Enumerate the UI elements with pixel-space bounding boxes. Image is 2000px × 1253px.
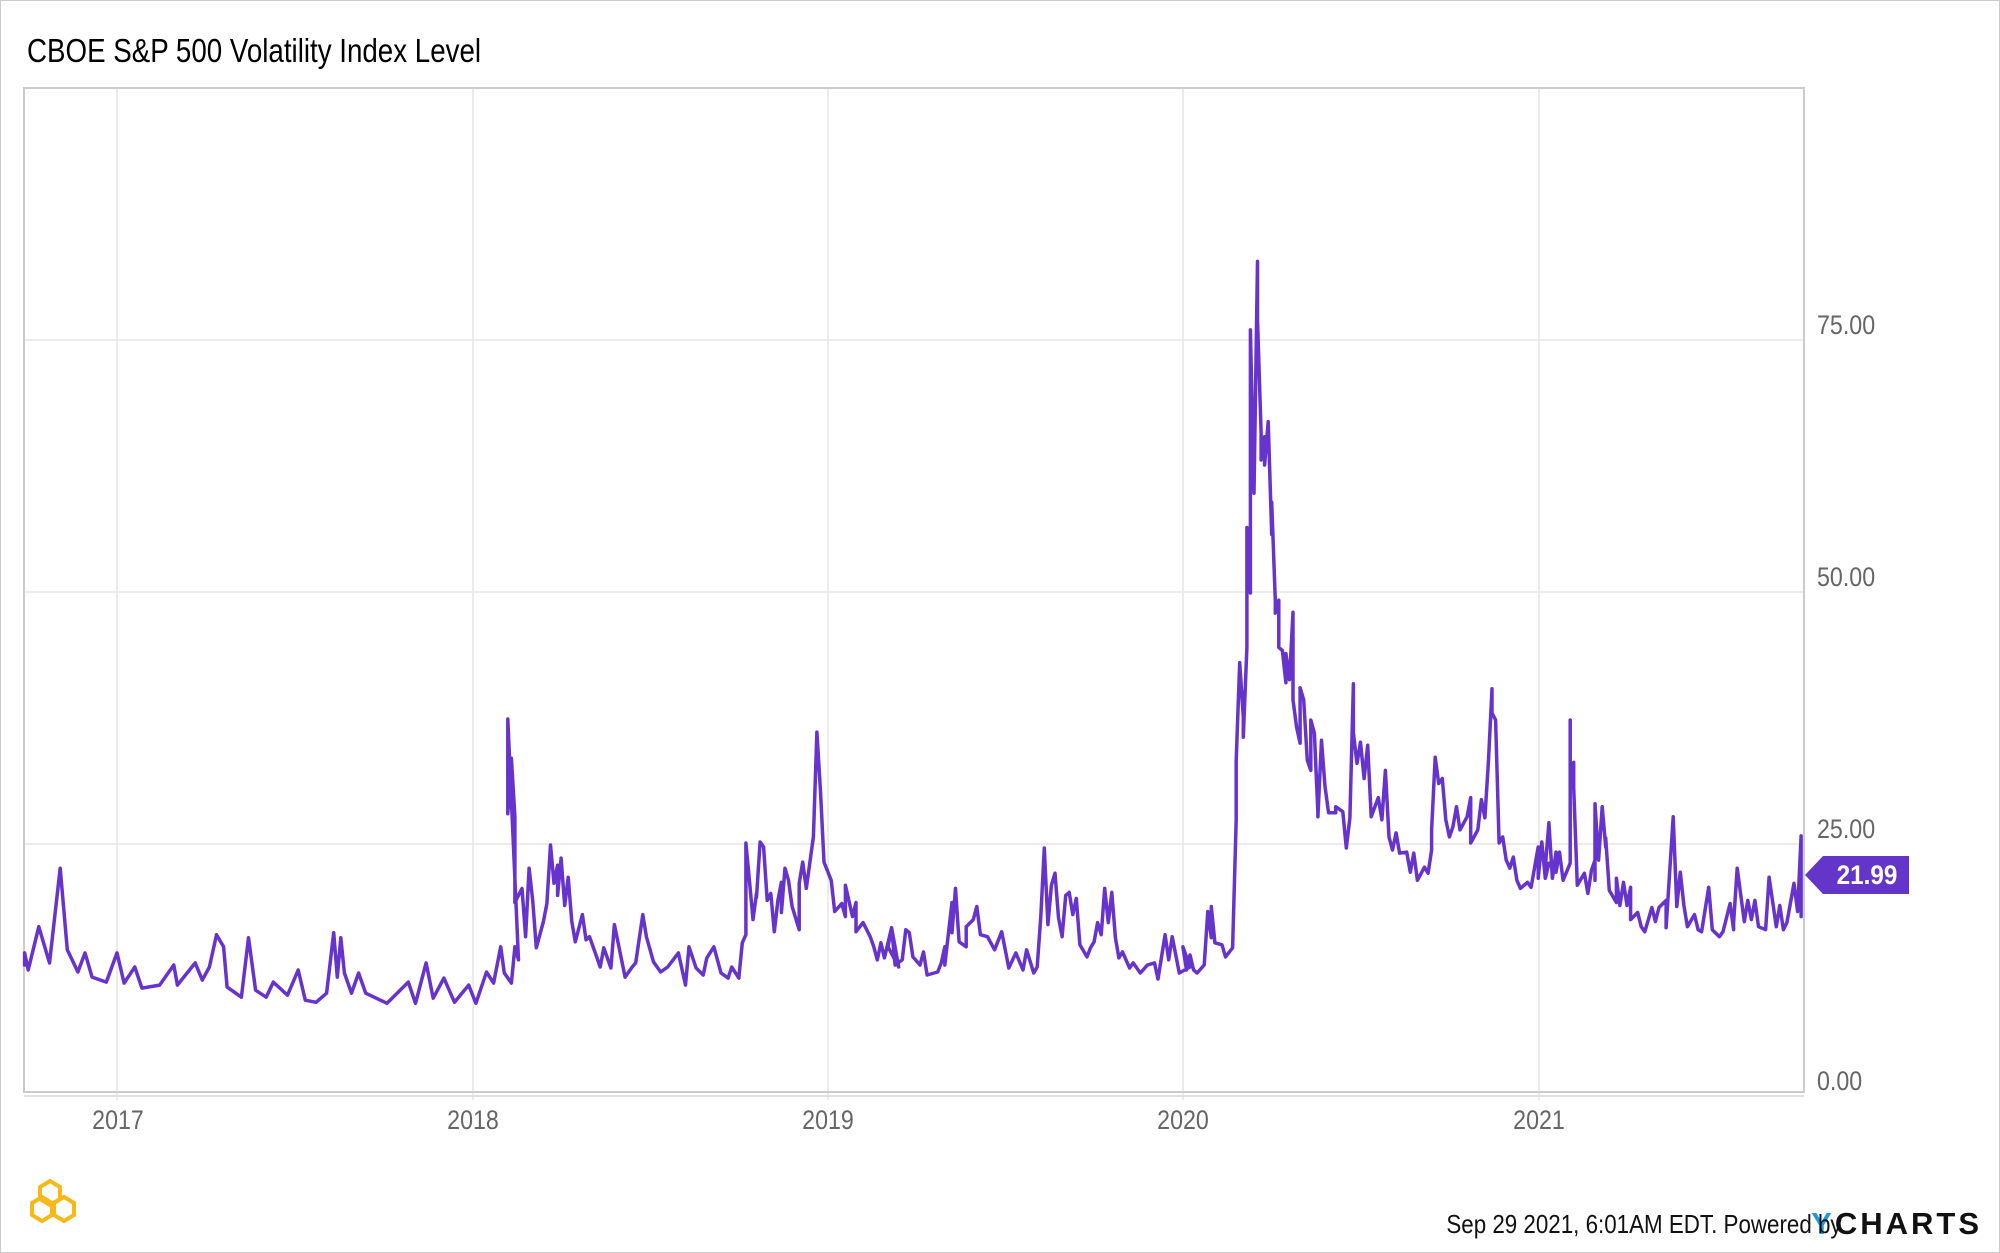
footer: Sep 29 2021, 6:01AM EDT. Powered by Y CH…	[1382, 1206, 1982, 1242]
brand-rest: CHARTS	[1834, 1206, 1982, 1241]
grid-lines	[24, 88, 1804, 1100]
y-tick-label: 75.00	[1817, 310, 1876, 340]
y-tick-label: 25.00	[1817, 814, 1876, 844]
x-tick-label: 2019	[802, 1105, 854, 1135]
chart-title: CBOE S&P 500 Volatility Index Level	[27, 32, 482, 69]
x-tick-label: 2021	[1513, 1105, 1565, 1135]
vix-series-line	[22, 259, 1803, 1006]
plot-border	[23, 87, 1805, 1093]
brand-y: Y	[1811, 1206, 1835, 1241]
footer-timestamp: Sep 29 2021, 6:01AM EDT. Powered by	[1445, 1208, 1842, 1239]
ycharts-brand-link[interactable]: Y CHARTS	[1811, 1206, 1982, 1242]
current-value-badge: 21.99	[1836, 860, 1898, 890]
y-tick-label: 50.00	[1817, 562, 1876, 592]
current-value-badge-shape	[1805, 856, 1909, 894]
y-tick-label: 0.00	[1817, 1066, 1863, 1096]
x-tick-label: 2018	[447, 1105, 499, 1135]
x-tick-label: 2017	[92, 1105, 144, 1135]
x-tick-label: 2020	[1157, 1105, 1209, 1135]
ycharts-hexagon-logo-icon	[30, 1178, 76, 1224]
